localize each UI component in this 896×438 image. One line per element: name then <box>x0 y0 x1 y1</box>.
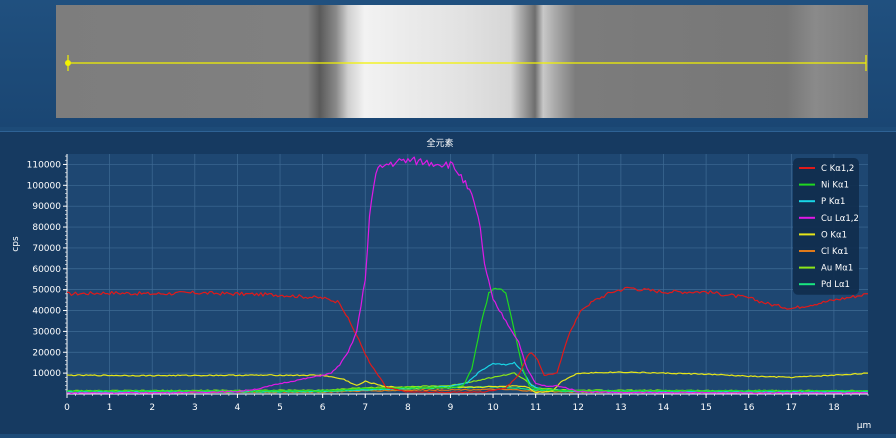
series-line-1 <box>66 287 869 392</box>
legend-label: Ni Kα1 <box>821 181 849 191</box>
legend-label: Cu Lα1,2 <box>821 214 859 224</box>
plot-area <box>67 154 868 394</box>
sem-image <box>56 5 868 118</box>
x-tick-label: 3 <box>192 403 198 413</box>
legend-label: Pd Lα1 <box>821 280 850 290</box>
x-tick-label: 14 <box>658 403 670 413</box>
x-tick-label: 18 <box>828 403 840 413</box>
x-tick-label: 8 <box>405 403 411 413</box>
x-tick-label: 5 <box>277 403 283 413</box>
y-tick-label: 10000 <box>32 369 61 379</box>
x-tick-label: 4 <box>235 403 241 413</box>
x-tick-label: 1 <box>107 403 113 413</box>
y-tick-label: 50000 <box>32 286 61 296</box>
line-chart: 全元素 cps μm 0 1 2 3 4 5 6 7 8 9 10 11 12 13 14 15 16 17 181… <box>11 137 872 431</box>
x-tick-label: 0 <box>64 403 70 413</box>
y-tick-label: 110000 <box>27 160 62 170</box>
x-tick-label: 6 <box>320 403 326 413</box>
x-tick-label: 10 <box>487 403 499 413</box>
x-tick-label: 17 <box>786 403 797 413</box>
series-line-3 <box>66 156 869 394</box>
y-tick-label: 60000 <box>32 265 61 275</box>
legend-label: C Kα1,2 <box>821 164 854 174</box>
x-tick-label: 7 <box>362 403 368 413</box>
x-axis-label: μm <box>857 421 872 431</box>
series-line-4 <box>66 371 868 394</box>
y-tick-label: 30000 <box>32 327 61 337</box>
chart-title: 全元素 <box>426 137 453 149</box>
chart-panel: 全元素 cps μm 0 1 2 3 4 5 6 7 8 9 10 11 12 13 14 15 16 17 18 1… <box>0 131 896 434</box>
legend-label: Au Mα1 <box>821 264 853 274</box>
x-tick-label: 16 <box>743 403 755 413</box>
x-tick-label: 13 <box>615 403 626 413</box>
legend-label: P Kα1 <box>821 197 845 207</box>
y-tick-label: 70000 <box>32 244 61 254</box>
legend-box <box>793 158 859 295</box>
x-tick-label: 2 <box>149 403 155 413</box>
y-axis-label: cps <box>11 236 21 252</box>
y-tick-label: 40000 <box>32 307 61 317</box>
y-tick-label: 90000 <box>32 202 61 212</box>
x-tick-label: 9 <box>448 403 454 413</box>
y-tick-label: 80000 <box>32 223 61 233</box>
y-tick-label: 100000 <box>27 181 62 191</box>
y-tick-label: 20000 <box>32 348 61 358</box>
x-tick-label: 11 <box>530 403 541 413</box>
series-line-0 <box>66 286 869 394</box>
image-panel <box>0 0 896 127</box>
scan-line-start-handle[interactable] <box>65 60 71 66</box>
legend-label: Cl Kα1 <box>821 247 849 257</box>
x-tick-label: 15 <box>700 403 711 413</box>
x-tick-label: 12 <box>573 403 584 413</box>
legend-label: O Kα1 <box>821 230 847 240</box>
